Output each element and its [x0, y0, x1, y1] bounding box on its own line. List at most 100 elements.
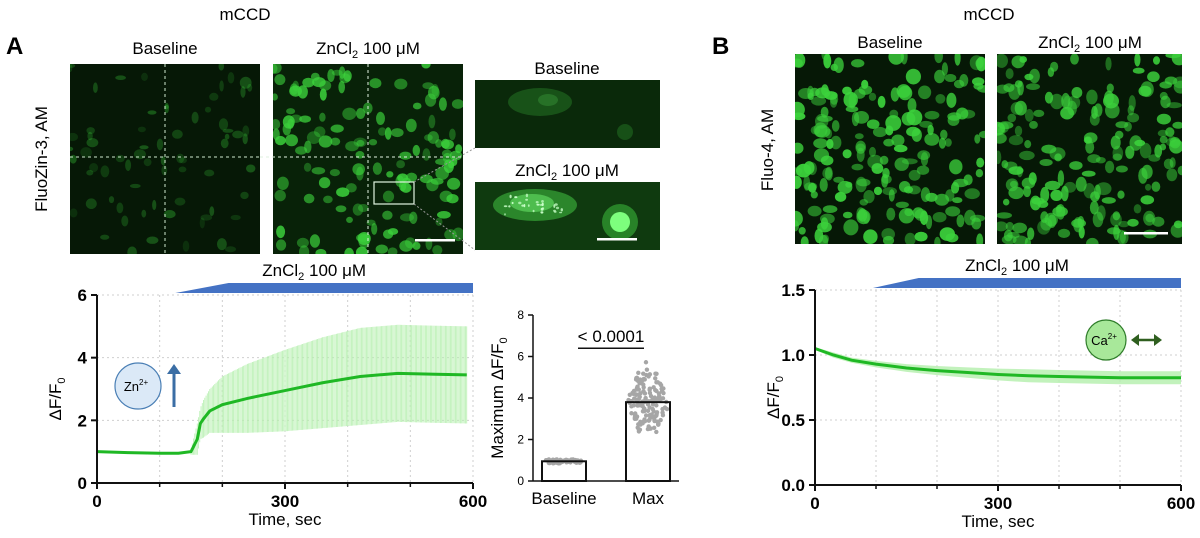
cell-spot — [1134, 139, 1146, 147]
cell-spot — [518, 201, 522, 205]
cell-spot — [553, 210, 557, 213]
cell-spot — [945, 206, 961, 217]
cell-spot — [224, 246, 237, 253]
cell-spot — [156, 138, 164, 151]
cell-spot — [371, 223, 378, 235]
cell-spot — [336, 187, 350, 197]
cell-spot — [1083, 183, 1095, 199]
cell-spot — [885, 115, 902, 131]
cell-spot — [872, 126, 887, 138]
cell-spot — [396, 160, 405, 169]
cell-spot — [925, 192, 938, 202]
cell-spot — [822, 205, 838, 214]
cell-spot — [831, 120, 840, 132]
cell-spot — [303, 162, 312, 172]
cell-spot — [521, 204, 525, 207]
cell-spot — [1110, 212, 1122, 227]
cell-spot — [346, 216, 353, 223]
cell-spot — [811, 96, 827, 106]
y-tick-label: 0 — [78, 474, 87, 493]
cell-spot — [331, 69, 343, 76]
cell-spot — [1069, 161, 1083, 170]
cell-spot — [859, 199, 869, 206]
cell-spot — [199, 217, 205, 229]
cell-spot — [115, 154, 125, 163]
a-baseline-micrograph — [70, 64, 260, 254]
cell-spot — [813, 148, 830, 162]
b-calcium-badge: Ca2+ — [1085, 319, 1162, 361]
cell-spot — [503, 205, 508, 208]
data-point — [659, 386, 664, 392]
data-point — [634, 375, 640, 380]
cell-spot — [451, 99, 463, 109]
cell-spot — [527, 204, 530, 207]
cell-spot — [356, 108, 366, 119]
a-zinc-ion-icon — [114, 362, 162, 410]
cell-spot — [1159, 91, 1168, 100]
cell-spot — [888, 54, 904, 65]
cell-spot — [877, 95, 886, 108]
data-point — [653, 376, 658, 381]
a-zinc-badge: Zn2+ — [114, 362, 181, 410]
cell-spot — [795, 58, 803, 68]
cell-spot — [1165, 127, 1175, 137]
cell-spot — [904, 232, 916, 244]
cell-spot — [386, 171, 394, 178]
cell-spot — [949, 159, 963, 175]
cell-spot — [813, 138, 828, 149]
cell-spot — [536, 203, 540, 206]
cell-spot — [848, 93, 856, 109]
a-inset-zinc-micrograph — [475, 182, 660, 250]
cell-spot — [80, 147, 92, 158]
b-scale-bar — [1124, 232, 1168, 235]
cell-spot — [222, 128, 234, 133]
cell-spot — [540, 207, 544, 211]
x-tick-label: 600 — [1167, 494, 1195, 513]
cell-spot — [299, 115, 311, 123]
cell-spot — [843, 219, 859, 236]
y-tick-label: 0.0 — [781, 476, 805, 495]
cell-spot — [1112, 153, 1123, 161]
data-point — [644, 367, 650, 372]
data-point — [636, 387, 642, 392]
cell-spot — [86, 127, 95, 135]
cell-spot — [356, 166, 364, 181]
cell-spot — [1089, 113, 1100, 126]
a-zinc-title: ZnCl2 100 μM — [316, 39, 420, 61]
a-inset-scale-bar — [597, 238, 637, 241]
cell-spot — [803, 161, 815, 175]
cell-spot — [1086, 237, 1099, 244]
cell-spot — [939, 227, 955, 241]
x-tick-label: 300 — [271, 492, 299, 511]
cell-spot — [412, 102, 422, 110]
data-point — [654, 429, 659, 435]
data-point — [650, 402, 656, 407]
cell-spot — [209, 206, 215, 217]
cell-spot — [842, 86, 852, 96]
cell-spot — [1118, 220, 1130, 228]
cell-spot — [200, 214, 213, 221]
cell-spot — [447, 177, 461, 190]
cell-spot — [1168, 136, 1177, 143]
cell-spot — [1172, 121, 1182, 129]
cell-spot — [842, 211, 853, 219]
cell-spot — [338, 80, 346, 94]
y-tick-label: 0.5 — [781, 411, 805, 430]
cell-spot — [220, 138, 229, 149]
cell-spot — [352, 203, 364, 216]
cell-spot — [1117, 190, 1125, 199]
cell-spot — [907, 185, 921, 195]
cell-spot — [273, 64, 282, 74]
cell-spot — [1094, 184, 1101, 200]
cell-spot — [209, 92, 219, 101]
panel-b-group-label: mCCD — [964, 5, 1015, 24]
data-point — [654, 403, 659, 408]
cell-spot — [1141, 164, 1153, 179]
cell-spot — [1014, 125, 1023, 137]
cell-spot — [868, 92, 877, 101]
cell-spot — [1151, 181, 1161, 192]
cell-spot — [455, 144, 463, 154]
cell-spot — [315, 248, 327, 254]
cell-spot — [178, 166, 187, 173]
cell-spot — [356, 139, 365, 147]
